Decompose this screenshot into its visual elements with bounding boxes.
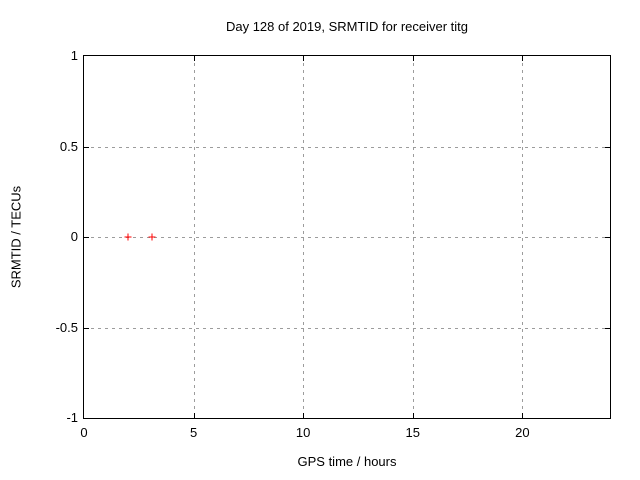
y-tick-label: -1 xyxy=(66,410,78,425)
y-tick-label: 1 xyxy=(70,48,78,63)
y-tick-label: -0.5 xyxy=(55,319,78,335)
chart-title: Day 128 of 2019, SRMTID for receiver tit… xyxy=(225,19,469,34)
y-tick-mark xyxy=(84,237,89,238)
x-tick-mark xyxy=(522,413,524,418)
horizontal-gridline xyxy=(84,237,610,238)
plus-marker-vertical-bar xyxy=(127,233,129,241)
x-tick-label: 5 xyxy=(189,425,198,440)
y-tick-mark xyxy=(84,146,89,148)
x-tick-label: 20 xyxy=(515,425,530,440)
y-tick-mark xyxy=(605,237,610,238)
x-tick-mark xyxy=(193,56,195,61)
x-tick-mark xyxy=(303,413,305,418)
y-tick-mark xyxy=(605,327,610,329)
x-axis-title: GPS time / hours xyxy=(297,454,397,469)
x-tick-mark xyxy=(193,413,195,418)
data-point-marker xyxy=(148,233,156,241)
horizontal-gridline xyxy=(84,327,610,329)
data-point-marker xyxy=(124,233,132,241)
y-tick-label: 0.5 xyxy=(59,138,78,154)
x-tick-mark xyxy=(522,56,524,61)
y-tick-label: 0 xyxy=(70,229,78,244)
x-tick-mark xyxy=(412,56,414,61)
x-tick-mark xyxy=(303,56,305,61)
x-tick-mark xyxy=(412,413,414,418)
horizontal-gridline xyxy=(84,146,610,148)
plus-marker-vertical-bar xyxy=(151,233,153,241)
x-tick-label: 0 xyxy=(80,425,88,440)
y-axis-title: SRMTID / TECUs xyxy=(8,185,24,289)
y-tick-mark xyxy=(605,146,610,148)
x-tick-label: 15 xyxy=(405,425,420,440)
x-tick-label: 10 xyxy=(295,425,311,440)
plot-area: GPS time / hours 0 5 10 15 20 -1 -0.5 0 0.5 1 xyxy=(56,48,611,469)
y-tick-mark xyxy=(84,327,89,329)
